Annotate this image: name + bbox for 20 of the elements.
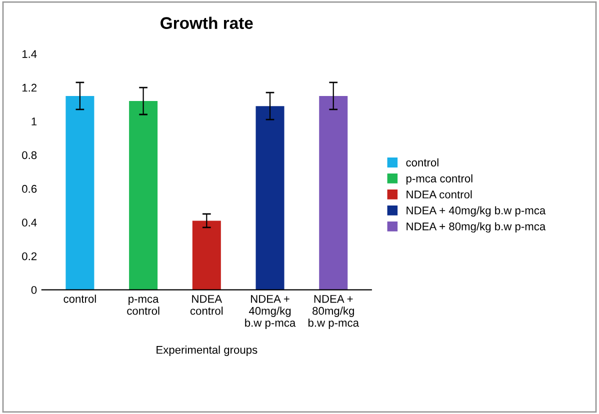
x-tick-label: NDEA + 80mg/kg b.w p-mca <box>308 295 359 329</box>
y-tick-label: 0 <box>31 286 37 294</box>
legend-label: NDEA control <box>406 190 472 198</box>
legend-label: NDEA + 40mg/kg b.w p-mca <box>406 206 546 217</box>
x-tick-label: control <box>64 294 96 303</box>
x-axis-title: Experimental groups <box>156 346 258 356</box>
x-tick-label: p-mca control <box>127 296 160 315</box>
legend-label: control <box>406 158 438 166</box>
legend-label: p-mca control <box>406 174 472 185</box>
y-tick-label: 0.4 <box>22 218 37 227</box>
y-tick-label: 0.2 <box>22 252 37 260</box>
legend-label: NDEA + 80mg/kg b.w p-mca <box>406 222 546 233</box>
x-tick-label: NDEA + 40mg/kg b.w p-mca <box>245 295 296 329</box>
y-tick-label: 1 <box>32 118 37 126</box>
y-tick-label: 1.4 <box>22 50 37 58</box>
x-tick-label: NDEA control <box>190 295 223 315</box>
chart-title: Growth rate <box>160 16 253 29</box>
y-tick-label: 1.2 <box>22 84 37 92</box>
y-tick-label: 0.8 <box>22 151 37 160</box>
y-tick-label: 0.6 <box>22 184 37 193</box>
